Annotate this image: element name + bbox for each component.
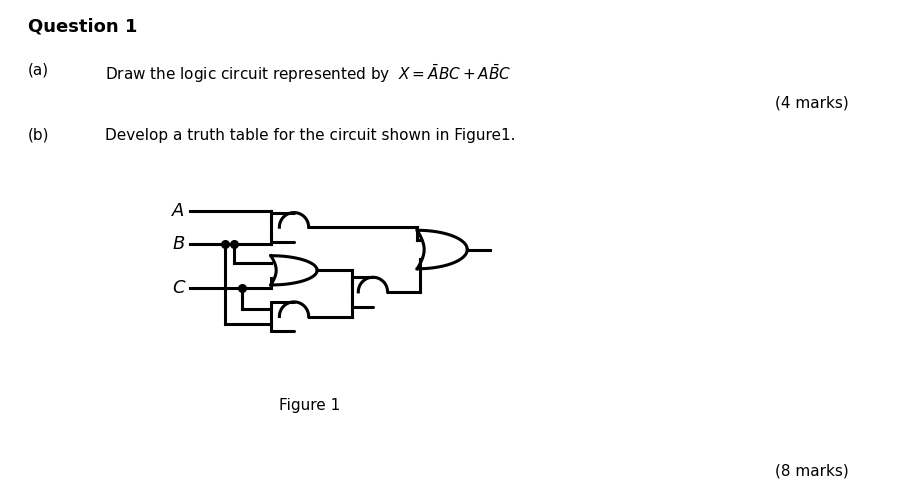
- Text: Question 1: Question 1: [28, 18, 137, 36]
- Text: B: B: [172, 235, 184, 253]
- Text: (a): (a): [28, 63, 49, 78]
- Text: (b): (b): [28, 128, 49, 143]
- Text: A: A: [172, 202, 184, 220]
- Text: (4 marks): (4 marks): [775, 95, 848, 110]
- Text: Develop a truth table for the circuit shown in Figure1.: Develop a truth table for the circuit sh…: [105, 128, 516, 143]
- Text: Figure 1: Figure 1: [279, 398, 340, 413]
- Text: (8 marks): (8 marks): [775, 463, 848, 478]
- Text: Draw the logic circuit represented by  $X = \bar{A}BC + A\bar{B}C$: Draw the logic circuit represented by $X…: [105, 63, 512, 85]
- Text: C: C: [172, 279, 184, 297]
